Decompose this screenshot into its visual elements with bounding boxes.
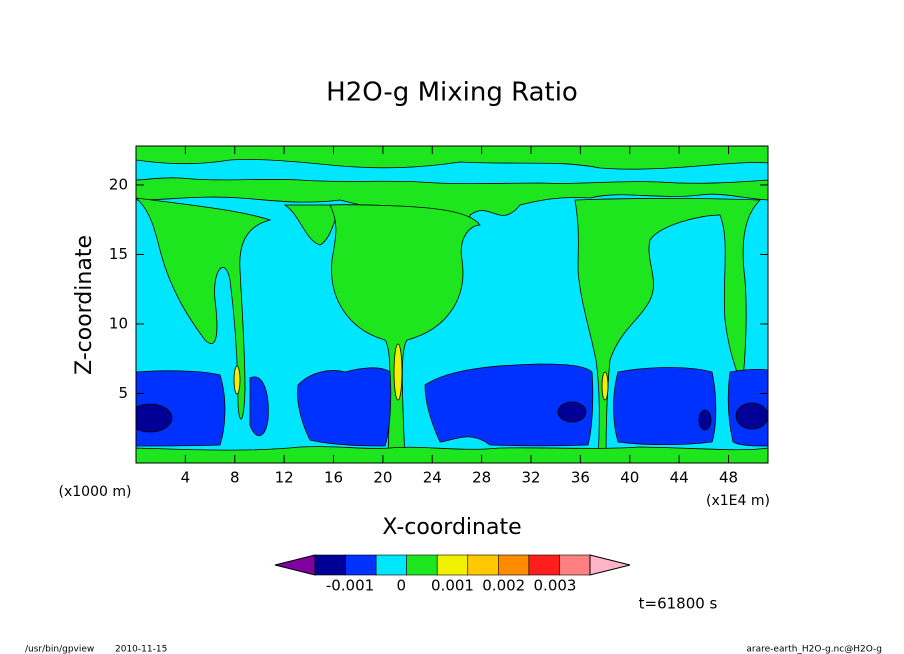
contour-region [136, 403, 173, 433]
colorbar-arrow [589, 554, 631, 576]
contour-region [601, 371, 609, 401]
x-tick-label: 24 [423, 469, 442, 487]
colorbar-swatch [375, 554, 407, 576]
x-tick-label: 16 [324, 469, 343, 487]
x-tick-label: 44 [670, 469, 689, 487]
x-tick-label: 40 [620, 469, 639, 487]
colorbar-swatch [559, 554, 591, 576]
contour-region [393, 343, 403, 401]
contour-region [329, 204, 481, 461]
contour-region [136, 159, 768, 185]
y-tick-label: 10 [109, 314, 128, 332]
colorbar-swatch [406, 554, 438, 576]
y-tick-label: 20 [109, 175, 128, 193]
colorbar-swatch [528, 554, 560, 576]
x-tick-label: 8 [230, 469, 240, 487]
x-tick-label: 32 [521, 469, 540, 487]
y-tick-label: 15 [109, 245, 128, 263]
colorbar: -0.001 0 0.001 0.002 0.003 [274, 554, 631, 595]
colorbar-tick-label: -0.001 [326, 577, 374, 595]
colorbar-swatch [314, 554, 346, 576]
x-tick-label: 20 [373, 469, 392, 487]
x-tick-label: 28 [472, 469, 491, 487]
contour-region [136, 446, 768, 463]
x-tick-label: 36 [571, 469, 590, 487]
colorbar-tick-label: 0.001 [431, 577, 474, 595]
footer-right: arare-earth_H2O-g.nc@H2O-g [746, 645, 882, 654]
x-tick-label: 48 [719, 469, 738, 487]
contour-region [424, 363, 594, 447]
contour-region [233, 365, 241, 395]
contour-region [136, 197, 272, 420]
footer-left: /usr/bin/gpview [25, 645, 94, 654]
colorbar-tick-label: 0 [396, 577, 406, 595]
x-tick-label: 12 [275, 469, 294, 487]
annotation: t=61800 s [639, 595, 718, 613]
colorbar-tick-label: 0.003 [534, 577, 577, 595]
contour-region [735, 402, 768, 430]
contour-region [574, 198, 761, 461]
contour-region [557, 401, 587, 423]
contour-region [249, 376, 269, 437]
colorbar-swatch [467, 554, 499, 576]
contour-region [297, 367, 392, 447]
colorbar-swatch [345, 554, 377, 576]
y-axis-label: Z-coordinate [72, 235, 97, 375]
colorbar-swatch [498, 554, 530, 576]
y-tick-label: 5 [118, 384, 128, 402]
plot-frame [135, 145, 769, 464]
x-axis-label: X-coordinate [382, 515, 521, 540]
contour-region [698, 409, 712, 431]
contour-region [613, 367, 717, 446]
colorbar-tick-label: 0.002 [482, 577, 525, 595]
contour-field [136, 146, 768, 463]
x-scale: (x1E4 m) [706, 493, 770, 509]
x-unit: (x1000 m) [59, 484, 132, 500]
chart-title: H2O-g Mixing Ratio [326, 78, 578, 108]
colorbar-swatch [436, 554, 469, 576]
footer-date: 2010-11-15 [115, 645, 167, 654]
x-tick-label: 4 [181, 469, 191, 487]
colorbar-arrow [274, 554, 316, 576]
